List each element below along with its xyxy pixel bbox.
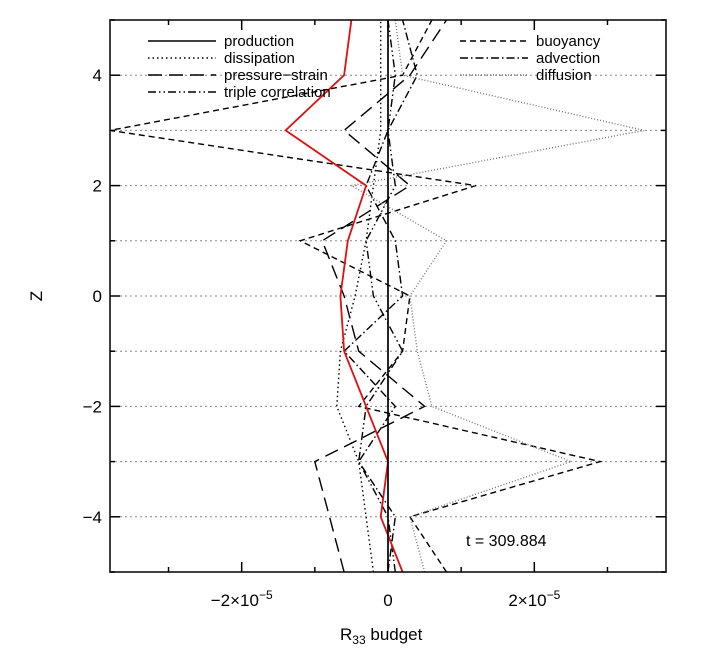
y-tick-label: −2 (83, 397, 102, 416)
x-tick-label: 2×10−5 (508, 588, 560, 610)
x-axis-title-main: R (340, 625, 352, 644)
legend-label: diffusion (536, 67, 592, 84)
series-line (343, 19, 419, 573)
axis-ticks: −4 −2 0 2 4 −2×10−5 0 2×10−5 (83, 19, 666, 610)
y-tick-label: 2 (93, 177, 102, 196)
legend-label: dissipation (224, 50, 295, 67)
legend-label: buoyancy (536, 33, 601, 50)
legend-label: production (224, 33, 294, 50)
y-axis-title: Z (27, 291, 46, 301)
x-tick-label: −2×10−5 (211, 588, 273, 610)
y-tick-label: 0 (93, 287, 102, 306)
x-axis-title: R33 budget (340, 625, 423, 647)
legend-label: advection (536, 50, 600, 67)
series-line (349, 19, 645, 573)
legend-label: triple correlation (224, 84, 331, 101)
y-tick-label: 4 (93, 66, 102, 85)
series-line (357, 19, 404, 573)
series-line (313, 19, 448, 573)
y-tick-label: −4 (83, 508, 102, 527)
x-tick-label: 0 (383, 591, 392, 610)
x-axis-title-rest: budget (366, 625, 423, 644)
series-line (336, 20, 382, 573)
series-line (284, 19, 404, 573)
x-axis-title-sub: 33 (352, 633, 366, 647)
series-line (109, 19, 603, 573)
annotation-time: t = 309.884 (466, 533, 547, 550)
legend: productiondissipationpressure−straintrip… (148, 33, 601, 101)
legend-label: pressure−strain (224, 67, 328, 84)
